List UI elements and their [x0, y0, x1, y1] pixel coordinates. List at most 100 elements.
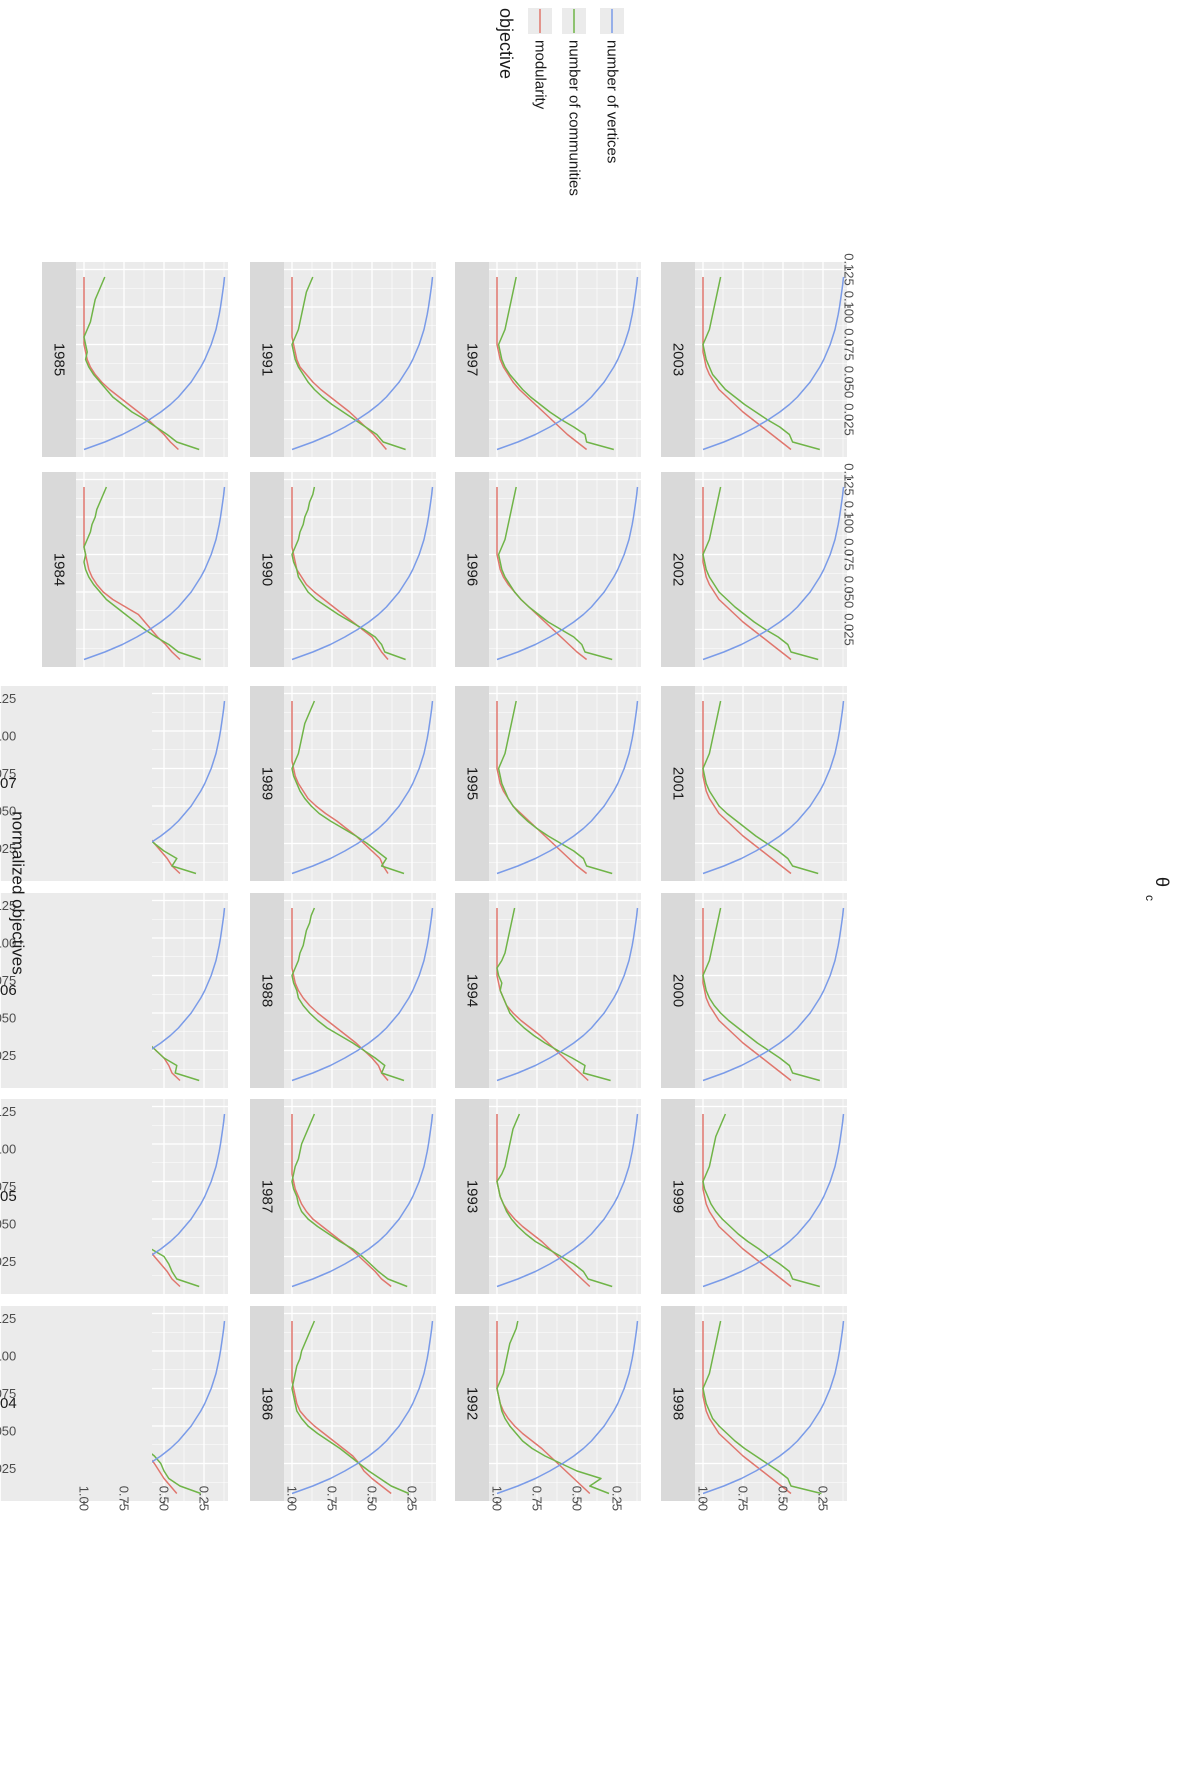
theta-axis-tick-label: 0.025	[0, 1461, 16, 1476]
modularity-line	[702, 487, 792, 661]
theta-axis-tick-label: 0.050	[841, 366, 856, 399]
panel-background	[695, 262, 847, 457]
panel-background	[284, 686, 436, 881]
value-axis: 0.25 0.50 0.75 1.00 0.25 0.50 0.75 1.00 0.25 0.50…	[77, 1486, 831, 1511]
modularity-line	[702, 701, 792, 875]
panel-year-label: 1992	[464, 1387, 481, 1420]
panel-2006: 2006	[0, 893, 152, 1088]
panel-1988: 1988	[250, 893, 436, 1088]
panel-strip	[455, 472, 489, 667]
panel-1990: 1990	[250, 472, 436, 667]
theta-axis-tick-label: 0.075	[0, 973, 16, 988]
panel-year-label: 1985	[51, 343, 68, 376]
panel-year-label: 2005	[0, 1188, 17, 1205]
panel-1995: 1995	[455, 686, 641, 881]
panel-2000: 2000	[661, 893, 847, 1088]
panel-background	[695, 1306, 847, 1501]
panel-1993: 1993	[455, 1099, 641, 1294]
panel-background	[0, 893, 152, 1088]
value-axis-tick-label: 0.50	[365, 1486, 380, 1511]
panel-1999: 1999	[661, 1099, 847, 1294]
plot-root: 1980198119821983198419851986198719881989…	[0, 8, 856, 1511]
panel-2005: 2005	[0, 1099, 152, 1294]
panel-year-label: 2000	[670, 974, 687, 1007]
panel-strip	[661, 1306, 695, 1501]
panel-year-label: 2004	[0, 1395, 17, 1412]
panel-2001: 2001	[661, 686, 847, 881]
legend-title: objective	[496, 8, 516, 79]
value-axis-tick-label: 0.25	[405, 1486, 420, 1511]
communities-line	[291, 700, 405, 875]
communities-line	[291, 486, 406, 661]
communities-line	[702, 276, 820, 451]
value-axis-tick-label: 0.75	[736, 1486, 751, 1511]
panel-1986: 1986	[250, 1306, 436, 1501]
modularity-line	[291, 277, 387, 450]
panel-year-label: 2002	[670, 553, 687, 586]
theta-axis-tick-label: 0.025	[841, 403, 856, 436]
panel-1984: 1984	[42, 472, 228, 667]
panel-year-label: 1984	[51, 553, 68, 586]
vertices-line	[291, 486, 434, 661]
panel-strip	[250, 1306, 284, 1501]
communities-line	[497, 486, 613, 661]
panel-year-label: 2001	[670, 767, 687, 800]
panel-background	[0, 1306, 152, 1501]
panel-background	[284, 1306, 436, 1501]
panel-background	[284, 262, 436, 457]
x-axis-title-subscript: c	[1143, 895, 1157, 901]
panel-background	[489, 893, 641, 1088]
panel-2004: 2004	[0, 1306, 152, 1501]
theta-axis-tick-label: 0.100	[841, 501, 856, 534]
theta-axis-tick-label: 0.050	[0, 1011, 16, 1026]
panel-background	[695, 1099, 847, 1294]
panel-strip	[250, 686, 284, 881]
theta-axis-tick-label: 0.050	[0, 804, 16, 819]
modularity-line	[83, 487, 181, 661]
vertices-line	[83, 486, 226, 661]
panel-2002: 2002	[661, 472, 847, 667]
panel-1987: 1987	[250, 1099, 436, 1294]
theta-axis-tick-label: 0.025	[841, 613, 856, 646]
legend: modularity number of communities number of…	[528, 8, 624, 196]
panel-year-label: 1989	[259, 767, 276, 800]
panel-year-label: 1996	[464, 553, 481, 586]
communities-line	[496, 1320, 610, 1495]
panel-strip	[661, 262, 695, 457]
value-axis-tick-label: 0.50	[776, 1486, 791, 1511]
theta-axis-tick-label: 0.075	[841, 538, 856, 571]
theta-axis-tick-label: 0.050	[841, 576, 856, 609]
panel-strip	[661, 893, 695, 1088]
theta-axis-tick-label: 0.050	[0, 1217, 16, 1232]
panel-2003: 2003	[661, 262, 847, 457]
modularity-line	[702, 908, 792, 1082]
modularity-line	[291, 487, 389, 660]
theta-axis-tick-label: 0.050	[0, 1424, 16, 1439]
modularity-line	[291, 701, 389, 874]
panel-1998: 1998	[661, 1306, 847, 1501]
panel-1989: 1989	[250, 686, 436, 881]
panel-year-label: 1995	[464, 767, 481, 800]
theta-axis-tick-label: 0.125	[0, 691, 16, 706]
panel-1996: 1996	[455, 472, 641, 667]
panel-background	[489, 1306, 641, 1501]
panel-year-label: 1986	[259, 1387, 276, 1420]
panel-strip	[250, 1099, 284, 1294]
panel-background	[0, 686, 152, 881]
vertices-line	[291, 907, 434, 1082]
panel-strip	[455, 262, 489, 457]
panel-strip	[250, 893, 284, 1088]
panel-year-label: 1987	[259, 1180, 276, 1213]
panel-background	[489, 686, 641, 881]
panel-strip	[661, 686, 695, 881]
panel-strip	[42, 472, 76, 667]
value-axis-tick-label: 0.25	[816, 1486, 831, 1511]
vertices-line	[702, 1113, 845, 1288]
panel-background	[489, 1099, 641, 1294]
theta-axis-tick-label: 0.125	[841, 253, 856, 286]
panel-strip	[455, 1099, 489, 1294]
value-axis-tick-label: 0.75	[325, 1486, 340, 1511]
x-axis-title: θ	[1152, 877, 1172, 887]
vertices-line	[702, 907, 845, 1082]
